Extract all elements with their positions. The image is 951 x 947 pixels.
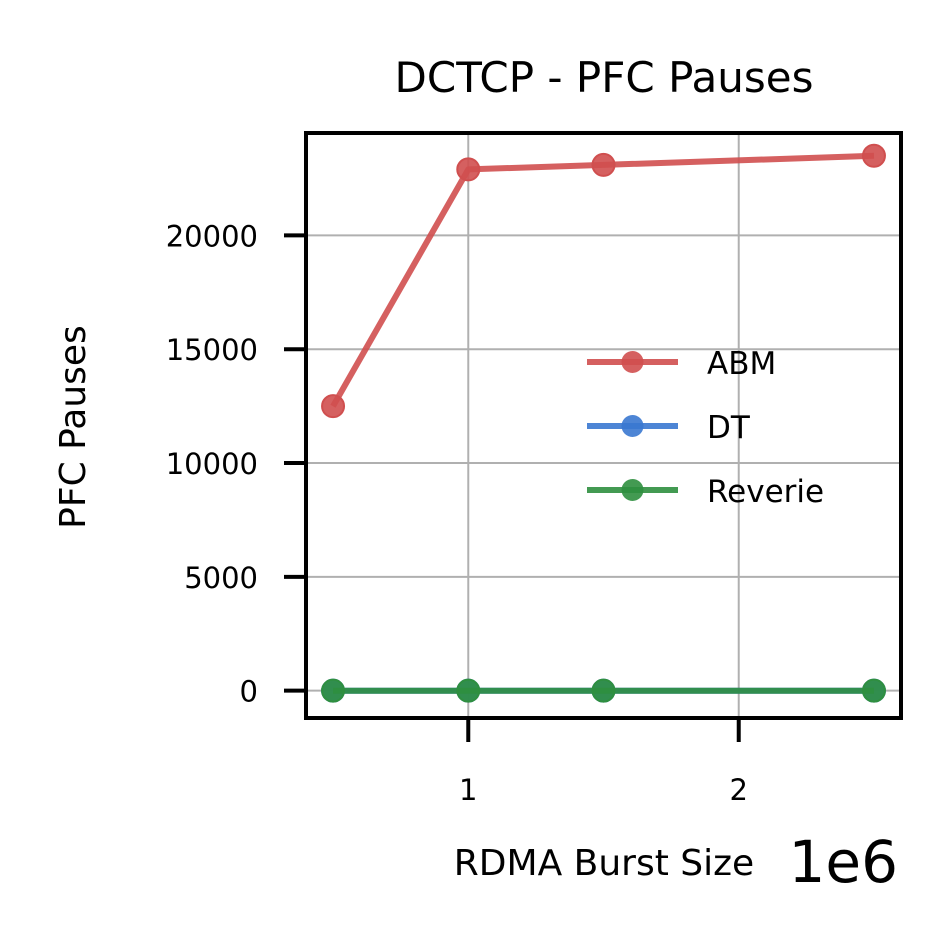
- legend-marker-reverie: [621, 479, 644, 501]
- series-reverie: [321, 678, 886, 703]
- series-layer: [321, 143, 886, 703]
- legend-label-reverie: Reverie: [707, 474, 824, 510]
- y-tick-label: 0: [240, 675, 258, 709]
- data-point-reverie: [456, 678, 481, 703]
- legend-label-abm: ABM: [707, 346, 776, 382]
- data-point-abm: [321, 394, 346, 419]
- data-point-abm: [591, 152, 616, 177]
- x-axis-offset-label: 1e6: [789, 828, 899, 896]
- x-axis-label: RDMA Burst Size: [454, 843, 754, 884]
- legend-marker-dt: [621, 415, 644, 437]
- y-axis-label: PFC Pauses: [53, 325, 94, 529]
- y-tick-label: 5000: [184, 561, 258, 595]
- data-point-reverie: [861, 678, 886, 703]
- data-point-abm: [456, 157, 481, 182]
- legend-label-dt: DT: [707, 410, 751, 446]
- legend-item-dt: DT: [587, 410, 751, 446]
- plot-frame: [304, 131, 903, 720]
- y-tick-label: 10000: [166, 447, 258, 481]
- axis-ticks: 0 5000 10000 15000 20000 1 2: [166, 219, 748, 807]
- series-line-abm: [330, 152, 875, 408]
- legend-marker-abm: [621, 351, 644, 373]
- x-tick-label: 1: [459, 773, 477, 807]
- legend-item-reverie: Reverie: [587, 474, 824, 510]
- data-point-abm: [861, 143, 886, 168]
- y-tick-label: 15000: [166, 333, 258, 367]
- chart-title: DCTCP - PFC Pauses: [395, 53, 814, 102]
- x-tick-label: 2: [730, 773, 748, 807]
- legend-item-abm: ABM: [587, 346, 776, 382]
- data-point-reverie: [591, 678, 616, 703]
- data-point-reverie: [321, 678, 346, 703]
- gridlines: [306, 133, 901, 718]
- legend: ABM DT Reverie: [587, 346, 824, 510]
- y-tick-label: 20000: [166, 219, 258, 253]
- series-abm: [321, 143, 886, 419]
